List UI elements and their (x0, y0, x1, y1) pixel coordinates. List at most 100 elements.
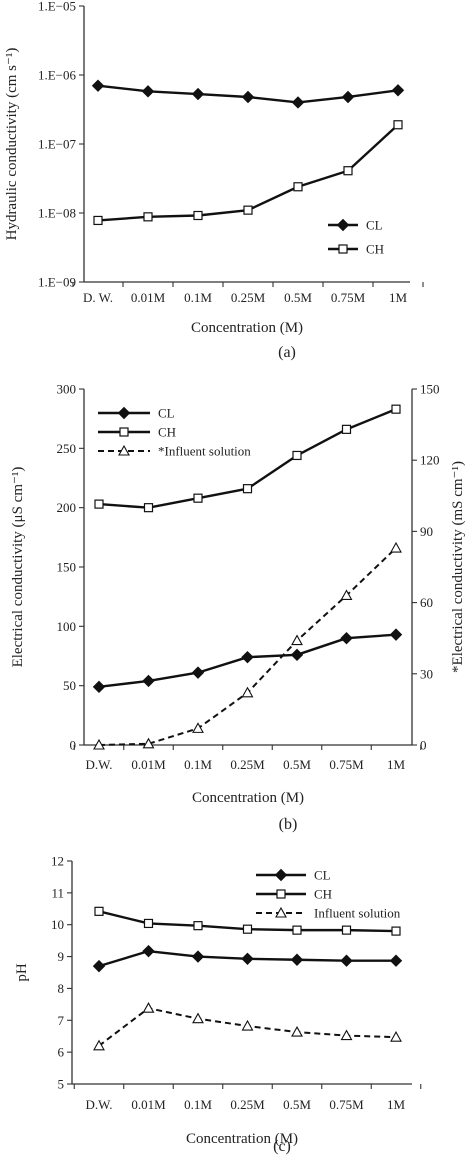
y-tick-label: 1.E−09 (38, 275, 76, 290)
x-tick-label: D.W. (86, 757, 113, 772)
y-tick-label: 200 (57, 500, 77, 515)
data-point-ch (292, 450, 302, 461)
data-point--influent-solution (390, 541, 402, 553)
series-line--influent-solution (98, 547, 397, 746)
data-point-influent-solution (192, 1012, 204, 1024)
y-tick-label: 1.E−08 (38, 206, 76, 221)
legend-marker (118, 444, 130, 456)
data-point-cl (290, 953, 304, 966)
y-tick-label: 6 (58, 1045, 65, 1060)
x-tick-label: 0.01M (131, 757, 166, 772)
x-tick-label: 0.25M (231, 290, 266, 305)
panel-label: (b) (279, 816, 298, 833)
legend-marker (119, 427, 129, 437)
x-tick-label: D. W. (83, 290, 113, 305)
x-tick-label: D.W. (86, 1097, 113, 1112)
panel-a-hydraulic-conductivity-chart: 1.E−09 1.E−08 1.E−07 1.E−06 1.E−05 D. W. 0.01M… (4, 0, 424, 361)
data-point-cl (191, 87, 205, 101)
legend-marker (336, 218, 350, 232)
x-tick-label: 1M (387, 757, 406, 772)
x-tick-label: 0.75M (329, 757, 364, 772)
x-axis-title: Concentration (M) (192, 790, 304, 806)
data-point-cl (91, 79, 105, 92)
x-tick-label: 0.01M (131, 290, 166, 305)
y-right-tick-label: 60 (420, 595, 433, 610)
x-axis-title: Concentration (M) (186, 1131, 298, 1147)
data-point-ch (94, 499, 104, 509)
panel-c-ph-chart: 5 6 7 8 9 10 11 12 D.W. 0.01M 0.1M 0.25M 0.5M 0.75M 1M… (14, 854, 422, 1155)
data-point-cl (241, 650, 254, 664)
data-point-influent-solution (93, 1039, 105, 1051)
data-point-influent-solution (241, 1019, 254, 1031)
data-point-ch (343, 166, 353, 176)
data-point--influent-solution (93, 738, 105, 750)
data-point-ch (243, 205, 253, 215)
y-right-tick-label: 30 (420, 666, 433, 681)
data-point-ch (393, 120, 403, 130)
data-point-cl (142, 944, 155, 958)
y-tick-label: 8 (58, 981, 65, 996)
data-point-ch (341, 925, 352, 935)
data-point-ch (391, 404, 401, 414)
x-tick-label: 0.1M (184, 290, 212, 305)
panel-label: (c) (273, 1138, 291, 1155)
y-right-tick-label: 120 (420, 453, 440, 468)
data-point-cl (389, 628, 403, 641)
data-point-ch (292, 925, 302, 935)
y-tick-label: 1.E−05 (38, 0, 76, 14)
legend-marker (276, 889, 286, 899)
data-point-cl (291, 96, 305, 109)
data-point-cl (141, 85, 155, 98)
data-point--influent-solution (291, 634, 303, 646)
data-point--influent-solution (241, 686, 254, 698)
y-right-tick-label: 150 (420, 382, 440, 397)
y-tick-label: 100 (57, 619, 77, 634)
data-point-influent-solution (390, 1031, 402, 1042)
y-tick-label: 7 (58, 1013, 65, 1028)
data-point-ch (193, 210, 203, 221)
data-point--influent-solution (192, 722, 204, 733)
legend-label: CH (314, 887, 332, 902)
x-tick-label: 0.25M (230, 1097, 265, 1112)
legend-marker (117, 406, 131, 420)
data-point-cl (391, 84, 405, 97)
data-point-cl (241, 952, 254, 966)
y-tick-label: 300 (57, 382, 77, 397)
x-tick-label: 0.75M (331, 290, 366, 305)
y-tick-label: 11 (51, 885, 64, 900)
y-tick-label: 1.E−07 (38, 137, 77, 152)
y-axis-title: Electrical conductivity (μS cm⁻¹) (10, 467, 26, 668)
data-point-cl (142, 674, 155, 688)
legend-label: CH (366, 242, 384, 257)
data-point-ch (193, 921, 203, 931)
y-tick-label: 50 (63, 678, 76, 693)
legend-marker (338, 244, 348, 254)
data-point-cl (191, 950, 205, 963)
y-axis-right-title: *Electrical conductivity (mS cm⁻¹) (450, 461, 466, 673)
legend-marker (274, 868, 288, 882)
x-tick-label: 0.1M (184, 757, 212, 772)
data-point-cl (340, 631, 353, 645)
data-point-influent-solution (340, 1029, 353, 1041)
data-point-ch (242, 924, 253, 934)
data-point-cl (340, 954, 353, 967)
x-tick-label: 1M (387, 1097, 406, 1112)
legend-label: Influent solution (314, 906, 401, 921)
x-tick-label: 0.5M (283, 1097, 311, 1112)
data-point-ch (391, 926, 401, 936)
data-point-ch (94, 906, 104, 916)
legend-label: CL (366, 218, 383, 233)
panel-label: (a) (278, 344, 296, 361)
y-tick-label: 150 (57, 560, 77, 575)
data-point-ch (93, 215, 103, 226)
x-tick-label: 1M (389, 290, 408, 305)
x-tick-label: 0.75M (329, 1097, 364, 1112)
legend-label: *Influent solution (158, 444, 251, 459)
y-tick-label: 250 (57, 441, 77, 456)
data-point-ch (143, 212, 153, 222)
x-tick-label: 0.25M (230, 757, 265, 772)
data-point-influent-solution (142, 1002, 155, 1013)
y-tick-label: 10 (51, 917, 64, 932)
y-tick-label: 0 (70, 738, 77, 753)
legend-label: CH (158, 425, 176, 440)
